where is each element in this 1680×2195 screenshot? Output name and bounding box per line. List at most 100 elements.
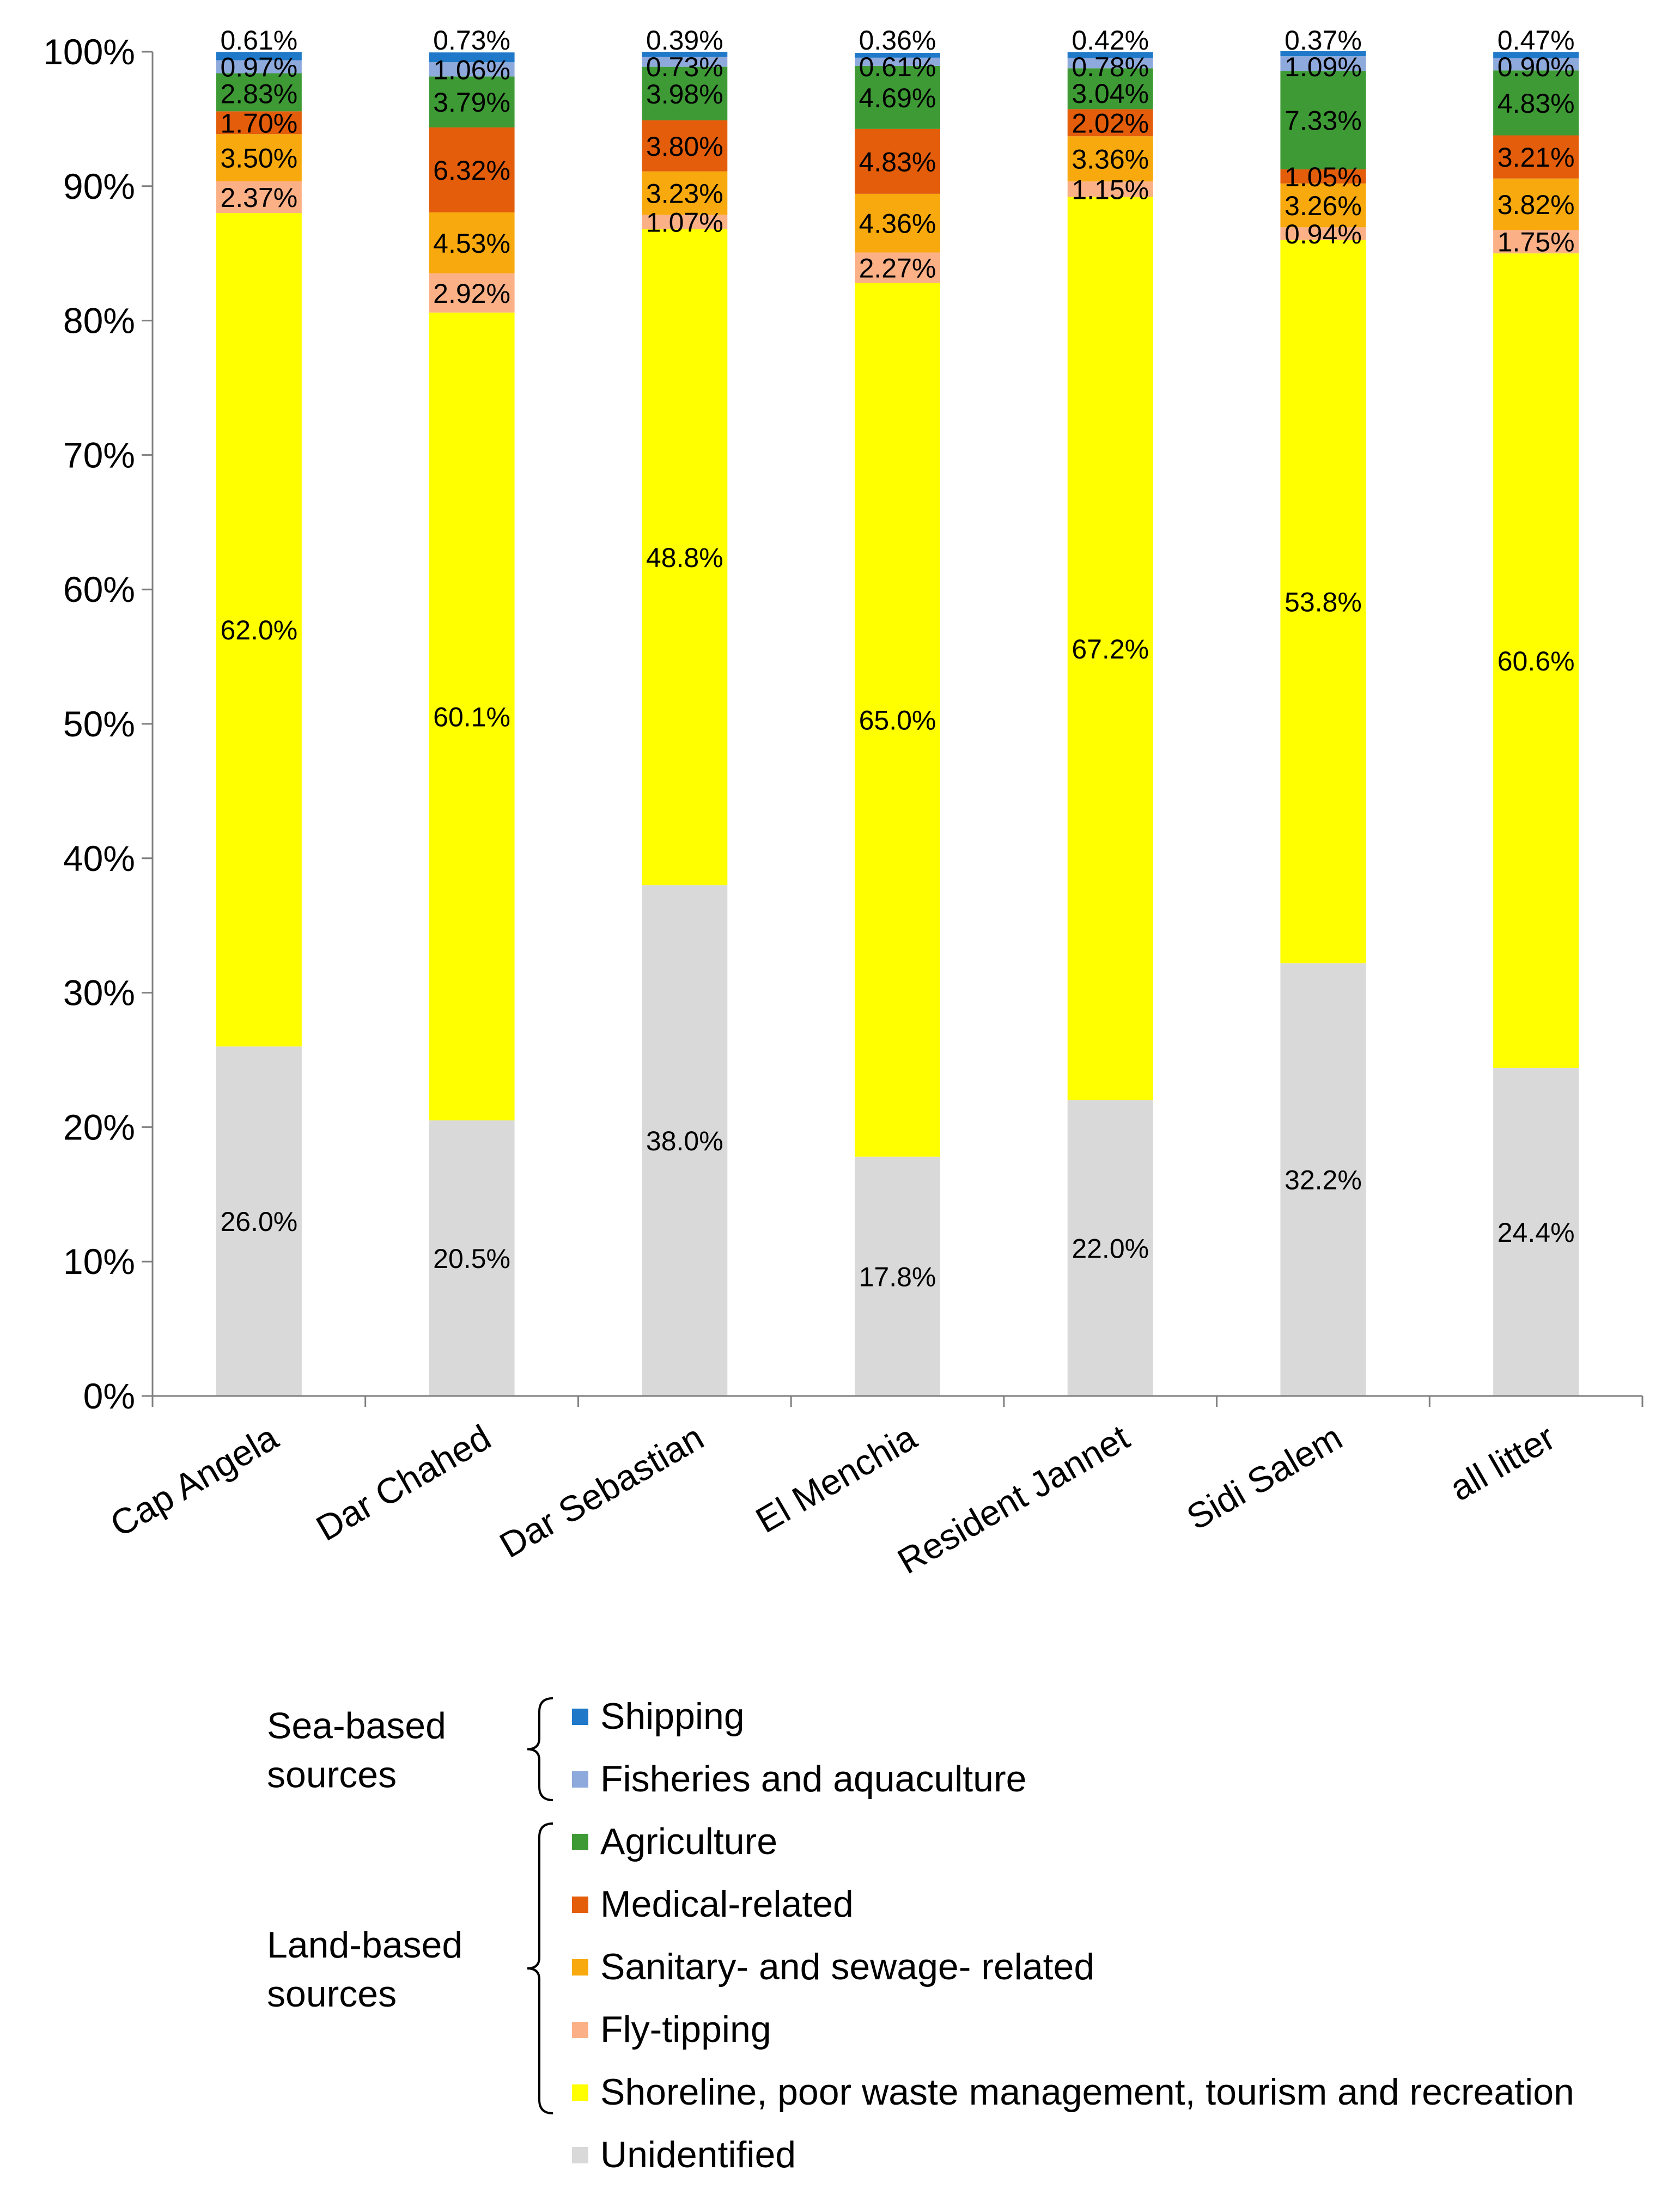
y-tick-label: 40% (63, 838, 135, 879)
bar-sanitary-and-sewage-related-sidi-salem (1280, 183, 1366, 228)
bar-shoreline-poor-waste-management-tourism-and-recreation-dar-sebastian (642, 229, 728, 886)
data-label-fly-tipping-cap-angela: 2.37% (220, 182, 297, 213)
legend-label-shipping: Shipping (600, 1696, 745, 1737)
bar-medical-related-resident-jannet (1067, 109, 1153, 137)
data-label-medical-related-cap-angela: 1.70% (220, 108, 297, 138)
bar-fisheries-and-aquaculture-el-menchia (855, 57, 940, 66)
legend: Shipping Fisheries and aquaculture Agricul… (267, 1696, 1574, 2175)
bar-unidentified-dar-chahed (429, 1120, 515, 1396)
bar-shoreline-poor-waste-management-tourism-and-recreation-el-menchia (855, 283, 940, 1157)
data-label-sanitary-and-sewage-related-resident-jannet: 3.36% (1072, 144, 1149, 175)
bar-fisheries-and-aquaculture-dar-sebastian (642, 57, 728, 67)
data-label-shoreline-poor-waste-management-tourism-and-recreation-sidi-salem: 53.8% (1285, 587, 1362, 617)
data-label-shipping-all-litter: 0.47% (1498, 25, 1575, 56)
bar-medical-related-cap-angela (216, 111, 302, 135)
data-label-fisheries-and-aquaculture-dar-sebastian: 0.73% (646, 52, 723, 82)
bar-fisheries-and-aquaculture-resident-jannet (1067, 58, 1153, 69)
legend-label-fisheries-and-aquaculture: Fisheries and aquaculture (600, 1758, 1026, 1800)
bar-shipping-resident-jannet (1067, 52, 1153, 58)
legend-label-fly-tipping: Fly-tipping (600, 2009, 771, 2050)
data-label-sanitary-and-sewage-related-dar-sebastian: 3.23% (646, 179, 723, 209)
data-label-shipping-el-menchia: 0.36% (859, 25, 936, 56)
legend-swatch-medical-related (572, 1897, 588, 1913)
data-label-agriculture-resident-jannet: 3.04% (1072, 78, 1149, 109)
legend-swatch-agriculture (572, 1834, 588, 1850)
bar-agriculture-sidi-salem (1280, 71, 1366, 169)
legend-label-shoreline-poor-waste-management-tourism-and-recreation: Shoreline, poor waste management, touris… (600, 2071, 1574, 2113)
data-label-medical-related-dar-chahed: 6.32% (433, 155, 510, 186)
x-category-label: Sidi Salem (1180, 1417, 1349, 1538)
legend-swatch-fisheries-and-aquaculture (572, 1771, 588, 1788)
bar-sanitary-and-sewage-related-el-menchia (855, 193, 940, 253)
legend-group-label: Land-based (267, 1924, 462, 1966)
bar-shoreline-poor-waste-management-tourism-and-recreation-resident-jannet (1067, 197, 1153, 1101)
bar-medical-related-all-litter (1493, 135, 1579, 179)
bar-medical-related-el-menchia (855, 129, 940, 194)
bar-agriculture-cap-angela (216, 73, 302, 112)
data-label-unidentified-cap-angela: 26.0% (220, 1206, 297, 1237)
bar-shoreline-poor-waste-management-tourism-and-recreation-dar-chahed (429, 312, 515, 1121)
bar-sanitary-and-sewage-related-cap-angela (216, 134, 302, 181)
data-label-unidentified-dar-sebastian: 38.0% (646, 1126, 723, 1156)
y-tick-label: 10% (63, 1241, 135, 1282)
bar-fly-tipping-dar-chahed (429, 273, 515, 313)
data-label-fly-tipping-resident-jannet: 1.15% (1072, 174, 1149, 205)
data-label-sanitary-and-sewage-related-sidi-salem: 3.26% (1285, 191, 1362, 221)
data-label-unidentified-dar-chahed: 20.5% (433, 1243, 510, 1274)
bar-fisheries-and-aquaculture-all-litter (1493, 58, 1579, 71)
bar-unidentified-cap-angela (216, 1046, 302, 1396)
data-label-sanitary-and-sewage-related-all-litter: 3.82% (1498, 190, 1575, 220)
data-label-sanitary-and-sewage-related-el-menchia: 4.36% (859, 209, 936, 239)
data-label-fisheries-and-aquaculture-resident-jannet: 0.78% (1072, 52, 1149, 82)
bar-unidentified-el-menchia (855, 1156, 940, 1396)
legend-group-label: sources (267, 1754, 397, 1796)
legend-group-label: Sea-based (267, 1705, 446, 1747)
data-label-shoreline-poor-waste-management-tourism-and-recreation-el-menchia: 65.0% (859, 705, 936, 736)
data-label-agriculture-sidi-salem: 7.33% (1285, 105, 1362, 136)
data-label-medical-related-sidi-salem: 1.05% (1285, 162, 1362, 192)
data-label-fisheries-and-aquaculture-el-menchia: 0.61% (859, 52, 936, 82)
bar-shipping-dar-sebastian (642, 52, 728, 57)
y-tick-label: 30% (63, 973, 135, 1013)
bar-medical-related-dar-sebastian (642, 120, 728, 172)
y-tick-label: 70% (63, 435, 135, 475)
bar-medical-related-sidi-salem (1280, 169, 1366, 184)
bar-shipping-all-litter (1493, 52, 1579, 59)
bar-fly-tipping-resident-jannet (1067, 181, 1153, 197)
bar-agriculture-dar-chahed (429, 76, 515, 127)
bar-sanitary-and-sewage-related-dar-sebastian (642, 171, 728, 215)
data-label-shipping-resident-jannet: 0.42% (1072, 25, 1149, 56)
bar-fly-tipping-sidi-salem (1280, 227, 1366, 240)
bar-sanitary-and-sewage-related-dar-chahed (429, 212, 515, 273)
legend-group-brace (527, 1822, 553, 2114)
bar-shipping-dar-chahed (429, 52, 515, 63)
data-label-shipping-dar-sebastian: 0.39% (646, 25, 723, 56)
x-category-label: Cap Angela (104, 1417, 285, 1545)
x-category-label: Dar Chahed (309, 1417, 497, 1548)
bar-shipping-el-menchia (855, 52, 940, 58)
y-tick-label: 80% (63, 301, 135, 341)
legend-swatch-sanitary-and-sewage-related (572, 1959, 588, 1976)
y-tick-label: 60% (63, 569, 135, 609)
y-tick-label: 20% (63, 1107, 135, 1147)
bar-fly-tipping-cap-angela (216, 181, 302, 214)
data-label-fly-tipping-el-menchia: 2.27% (859, 253, 936, 283)
y-tick-label: 50% (63, 704, 135, 744)
bar-sanitary-and-sewage-related-all-litter (1493, 178, 1579, 230)
data-label-agriculture-dar-sebastian: 3.98% (646, 79, 723, 109)
data-label-shoreline-poor-waste-management-tourism-and-recreation-cap-angela: 62.0% (220, 615, 297, 645)
legend-label-agriculture: Agriculture (600, 1821, 777, 1862)
data-label-fisheries-and-aquaculture-cap-angela: 0.97% (220, 52, 297, 83)
x-category-label: Resident Jannet (891, 1417, 1136, 1582)
data-label-shipping-dar-chahed: 0.73% (433, 25, 510, 56)
bar-unidentified-resident-jannet (1067, 1100, 1153, 1396)
data-label-fly-tipping-dar-chahed: 2.92% (433, 278, 510, 309)
legend-label-medical-related: Medical-related (600, 1883, 854, 1925)
bar-fisheries-and-aquaculture-cap-angela (216, 60, 302, 74)
data-label-sanitary-and-sewage-related-cap-angela: 3.50% (220, 143, 297, 173)
data-label-fly-tipping-sidi-salem: 0.94% (1285, 219, 1362, 249)
bar-fly-tipping-el-menchia (855, 252, 940, 283)
data-label-medical-related-resident-jannet: 2.02% (1072, 108, 1149, 138)
data-label-fly-tipping-all-litter: 1.75% (1498, 227, 1575, 258)
y-tick-label: 0% (83, 1376, 135, 1416)
